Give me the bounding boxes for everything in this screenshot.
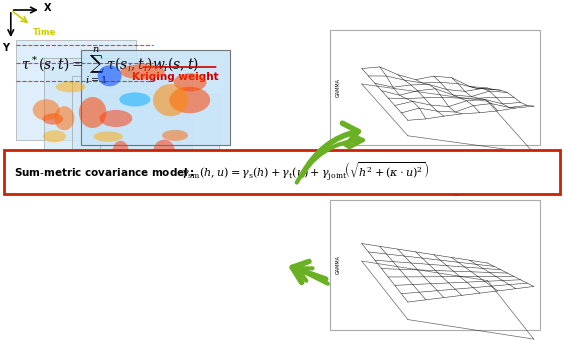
Ellipse shape bbox=[72, 73, 103, 92]
Text: GAMMA: GAMMA bbox=[336, 78, 341, 97]
Ellipse shape bbox=[155, 89, 184, 115]
FancyBboxPatch shape bbox=[331, 200, 540, 330]
Text: X: X bbox=[44, 3, 51, 13]
FancyBboxPatch shape bbox=[331, 30, 540, 145]
FancyBboxPatch shape bbox=[4, 150, 560, 194]
Text: $\gamma_{\rm sm}(h, u) = \gamma_{\rm s}(h) + \gamma_{\rm t}(u) + \gamma_{\rm joi: $\gamma_{\rm sm}(h, u) = \gamma_{\rm s}(… bbox=[180, 160, 429, 184]
Ellipse shape bbox=[174, 169, 190, 183]
Ellipse shape bbox=[38, 61, 72, 84]
Ellipse shape bbox=[121, 86, 150, 106]
Ellipse shape bbox=[134, 122, 159, 142]
FancyBboxPatch shape bbox=[81, 50, 231, 145]
Ellipse shape bbox=[109, 135, 128, 151]
Text: Time: Time bbox=[33, 28, 56, 37]
Ellipse shape bbox=[166, 76, 196, 107]
Ellipse shape bbox=[120, 122, 143, 140]
Ellipse shape bbox=[55, 55, 82, 77]
FancyBboxPatch shape bbox=[72, 76, 192, 176]
Text: Y: Y bbox=[2, 43, 9, 53]
Text: GAMMA: GAMMA bbox=[336, 255, 341, 274]
FancyBboxPatch shape bbox=[44, 58, 164, 158]
Ellipse shape bbox=[134, 74, 166, 108]
FancyArrowPatch shape bbox=[292, 261, 326, 283]
Ellipse shape bbox=[19, 76, 42, 88]
Ellipse shape bbox=[107, 101, 122, 117]
Text: Kriging weight: Kriging weight bbox=[132, 72, 219, 82]
Ellipse shape bbox=[116, 106, 141, 133]
Ellipse shape bbox=[110, 132, 144, 153]
FancyBboxPatch shape bbox=[16, 40, 135, 140]
FancyBboxPatch shape bbox=[100, 94, 219, 194]
Ellipse shape bbox=[65, 119, 82, 143]
Text: Sample variogram: Sample variogram bbox=[384, 155, 487, 165]
Text: Model variogram: Model variogram bbox=[388, 186, 482, 196]
Ellipse shape bbox=[120, 120, 145, 144]
Text: $\tau^*(s,t) = \sum_{i=1}^{n} \tau(s_i, t_i) w_i(s,t)$: $\tau^*(s,t) = \sum_{i=1}^{n} \tau(s_i, … bbox=[21, 45, 199, 85]
Text: $\mathbf{Sum\text{-}metric\ covariance\ model:}$: $\mathbf{Sum\text{-}metric\ covariance\ … bbox=[14, 166, 194, 178]
Ellipse shape bbox=[118, 113, 140, 126]
FancyArrowPatch shape bbox=[302, 123, 358, 175]
